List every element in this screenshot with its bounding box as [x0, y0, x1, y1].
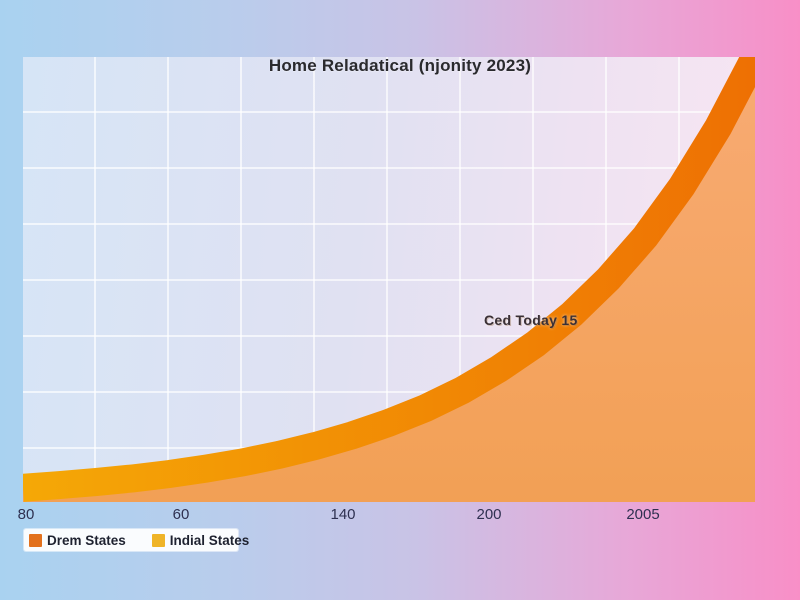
x-tick-label: 60 — [172, 506, 190, 523]
legend: Drem States Indial States — [24, 529, 249, 551]
x-tick-label: 2005 — [626, 506, 660, 523]
x-tick-label: 80 — [17, 506, 35, 523]
curve-stroke-series — [23, 57, 755, 502]
legend-item-label: Indial States — [169, 532, 250, 548]
legend-item-label: Drem States — [47, 532, 126, 548]
plot-area: Ced Today 15 — [23, 57, 755, 502]
legend-item-drem-states: Drem States — [29, 533, 126, 548]
area-fill-series — [23, 57, 755, 502]
legend-item-indial-states: Indial States — [151, 532, 250, 548]
x-axis-tick-labels: 80 60 140 200 2005 — [0, 506, 800, 526]
x-tick-label: 200 — [476, 506, 502, 523]
legend-swatch-icon — [151, 533, 165, 547]
area-chart-svg — [23, 57, 755, 502]
chart-title: Home Reladatical (njonity 2023) — [268, 56, 532, 75]
x-tick-label: 140 — [330, 506, 356, 523]
annotation-label: Ced Today 15 — [484, 312, 578, 328]
legend-swatch-icon — [29, 533, 42, 547]
